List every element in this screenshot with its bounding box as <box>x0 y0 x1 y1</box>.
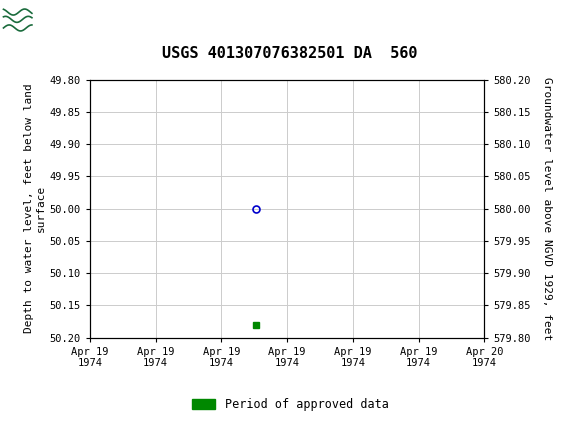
Y-axis label: Depth to water level, feet below land
surface: Depth to water level, feet below land su… <box>24 84 45 333</box>
Y-axis label: Groundwater level above NGVD 1929, feet: Groundwater level above NGVD 1929, feet <box>542 77 552 340</box>
Text: USGS: USGS <box>35 12 90 31</box>
Text: USGS 401307076382501 DA  560: USGS 401307076382501 DA 560 <box>162 46 418 61</box>
Legend: Period of approved data: Period of approved data <box>187 393 393 415</box>
FancyBboxPatch shape <box>3 3 61 40</box>
